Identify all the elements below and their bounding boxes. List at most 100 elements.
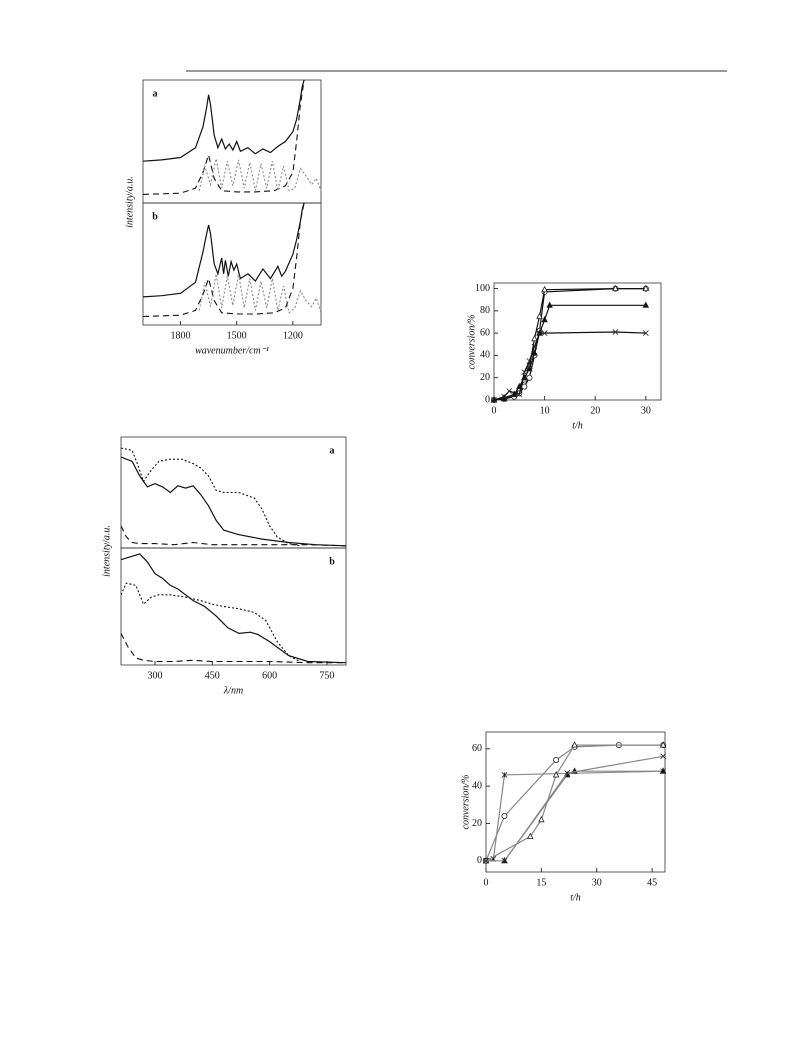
data-line	[121, 582, 301, 662]
marker	[510, 390, 518, 397]
y-tick-label: 60	[472, 743, 482, 754]
marker	[538, 815, 545, 823]
marker	[541, 330, 548, 337]
y-axis-label: intensity/a.u.	[101, 525, 112, 577]
x-tick-label: 15	[536, 877, 546, 888]
marker	[546, 301, 553, 308]
marker	[491, 397, 497, 403]
x-tick-label: 30	[641, 405, 651, 416]
marker	[571, 741, 578, 748]
marker	[659, 767, 667, 774]
data-line	[143, 203, 305, 318]
panel-label: b	[329, 556, 335, 567]
plot-frame	[485, 731, 666, 873]
plot-frame	[493, 282, 662, 401]
x-tick-label: 1500	[227, 330, 247, 341]
marker	[516, 391, 523, 398]
marker	[531, 334, 538, 342]
y-tick-label: 0	[477, 855, 482, 866]
marker	[659, 741, 667, 748]
marker	[531, 343, 538, 350]
marker	[642, 330, 649, 337]
data-line	[504, 770, 664, 862]
x-axis-label: t/h	[572, 420, 583, 431]
panel-label: a	[153, 88, 158, 99]
x-tick-label: 45	[647, 877, 657, 888]
x-tick-label: 1200	[283, 330, 303, 341]
x-tick-label: 20	[590, 405, 600, 416]
marker	[536, 312, 543, 319]
data-line	[143, 80, 305, 162]
x-tick-label: 1800	[170, 330, 190, 341]
marker	[521, 383, 528, 390]
x-tick-label: 750	[319, 670, 334, 681]
x-axis-label: t/h	[570, 892, 581, 903]
plot-frame	[142, 79, 322, 204]
marker	[612, 329, 619, 335]
marker	[642, 284, 650, 292]
marker	[526, 358, 533, 364]
data-line	[198, 273, 321, 314]
marker	[501, 857, 508, 864]
plot-frame	[142, 202, 322, 326]
plot-frame	[120, 436, 347, 549]
data-line	[143, 80, 305, 195]
data-line	[121, 447, 301, 547]
x-tick-label: 300	[147, 670, 162, 681]
data-line	[494, 304, 646, 400]
marker	[536, 330, 543, 337]
data-line	[143, 203, 305, 298]
x-tick-label: 600	[262, 670, 277, 681]
x-tick-label: 30	[592, 877, 602, 888]
y-tick-label: 60	[480, 327, 490, 338]
data-line	[486, 755, 664, 862]
data-line	[121, 525, 346, 547]
x-tick-label: 0	[492, 405, 497, 416]
marker	[531, 349, 538, 356]
y-tick-label: 40	[480, 350, 490, 361]
y-tick-label: 40	[472, 780, 482, 791]
marker	[660, 753, 667, 760]
data-line	[486, 744, 664, 862]
marker	[501, 393, 508, 400]
marker	[541, 315, 548, 323]
y-axis-label: intensity/a.u.	[124, 176, 135, 228]
x-axis-label: wavenumber/cm⁻¹	[195, 345, 269, 356]
y-tick-label: 0	[485, 394, 490, 405]
data-line	[121, 553, 346, 664]
marker	[501, 813, 508, 820]
marker	[526, 374, 533, 381]
data-line	[121, 456, 346, 547]
panel-label: b	[152, 211, 158, 222]
marker	[541, 285, 548, 293]
y-tick-label: 20	[480, 372, 490, 383]
x-tick-label: 10	[540, 405, 550, 416]
marker	[612, 284, 619, 292]
marker	[483, 857, 489, 864]
data-line	[121, 633, 346, 664]
y-tick-label: 20	[472, 818, 482, 829]
y-axis-label: conversion/%	[460, 775, 471, 830]
x-axis-label: λ/nm	[223, 685, 243, 696]
marker	[564, 770, 571, 776]
data-line	[198, 158, 321, 192]
y-tick-label: 100	[475, 283, 490, 294]
y-axis-label: conversion/%	[466, 315, 477, 370]
y-tick-label: 80	[480, 305, 490, 316]
marker	[521, 369, 528, 376]
x-tick-label: 0	[484, 877, 489, 888]
panel-label: a	[330, 445, 335, 456]
marker	[506, 388, 513, 394]
data-line	[486, 770, 664, 862]
marker	[552, 771, 560, 778]
plot-frame	[120, 547, 347, 666]
marker	[553, 757, 560, 764]
marker	[642, 301, 650, 308]
marker	[526, 364, 533, 372]
data-line	[486, 744, 664, 862]
x-tick-label: 450	[205, 670, 220, 681]
marker	[527, 832, 534, 840]
marker	[501, 772, 508, 778]
